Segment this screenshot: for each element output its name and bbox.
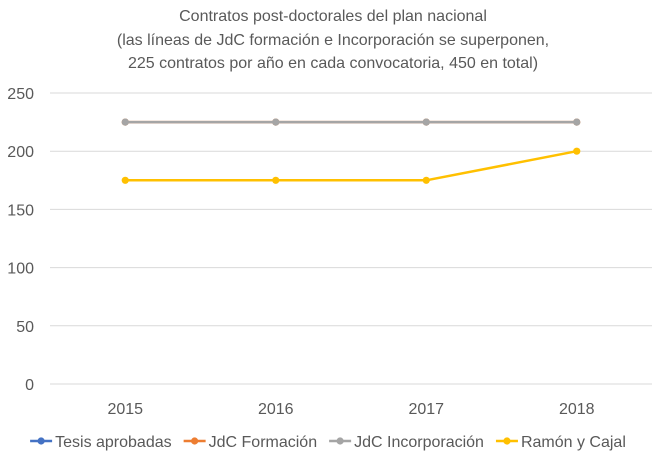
legend-item-4: Ramón y Cajal xyxy=(495,434,626,451)
y-axis-ticks: 0 50 100 150 200 250 xyxy=(7,86,34,394)
legend-marker-4 xyxy=(503,437,511,445)
gridlines xyxy=(50,92,652,385)
x-tick-label-2016: 2016 xyxy=(258,401,294,418)
data-point-4-1 xyxy=(121,176,129,184)
data-point-3-4 xyxy=(573,118,581,126)
y-tick-label-200: 200 xyxy=(7,144,34,161)
chart-title-line-3: 225 contratos por año en cada convocator… xyxy=(128,55,538,72)
y-tick-label-150: 150 xyxy=(7,202,34,219)
y-tick-label-100: 100 xyxy=(7,261,34,278)
x-tick-label-2017: 2017 xyxy=(408,401,444,418)
data-point-3-2 xyxy=(272,118,280,126)
y-tick-label-0: 0 xyxy=(25,377,34,394)
series-4 xyxy=(121,147,581,184)
legend-label-3: JdC Incorporación xyxy=(354,434,484,451)
series-3 xyxy=(121,118,581,126)
legend: Tesis aprobadas JdC Formación JdC Incorpor… xyxy=(30,434,626,451)
series-lines xyxy=(121,118,581,184)
legend-marker-2 xyxy=(191,437,199,445)
series-line-4 xyxy=(125,149,577,182)
legend-marker-3 xyxy=(336,437,344,445)
chart-title-line-1: Contratos post-doctorales del plan nacio… xyxy=(179,8,487,25)
y-tick-label-50: 50 xyxy=(16,319,34,336)
legend-item-2: JdC Formación xyxy=(183,434,317,451)
y-tick-label-250: 250 xyxy=(7,86,34,103)
chart-title: Contratos post-doctorales del plan nacio… xyxy=(117,8,549,72)
data-point-4-3 xyxy=(422,176,430,184)
data-point-4-2 xyxy=(272,176,280,184)
x-tick-label-2015: 2015 xyxy=(107,401,143,418)
chart-title-line-2: (las líneas de JdC formación e Incorpora… xyxy=(117,32,549,49)
x-axis-ticks: 2015 2016 2017 2018 xyxy=(107,401,594,418)
x-tick-label-2018: 2018 xyxy=(559,401,595,418)
data-point-3-3 xyxy=(422,118,430,126)
legend-label-1: Tesis aprobadas xyxy=(55,434,172,451)
data-point-4-4 xyxy=(573,147,581,155)
legend-label-2: JdC Formación xyxy=(209,434,317,451)
legend-marker-1 xyxy=(37,437,45,445)
legend-item-3: JdC Incorporación xyxy=(329,434,484,451)
legend-label-4: Ramón y Cajal xyxy=(521,434,626,451)
data-point-3-1 xyxy=(121,118,129,126)
legend-item-1: Tesis aprobadas xyxy=(30,434,172,451)
